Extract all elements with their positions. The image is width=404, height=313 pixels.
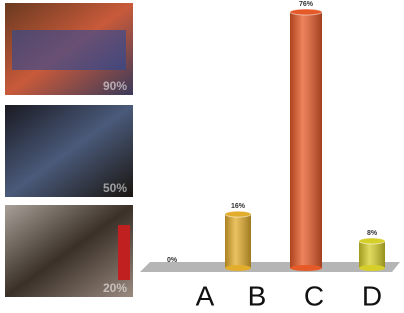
category-label: A bbox=[196, 280, 215, 311]
photo-caption: 50% bbox=[103, 181, 127, 195]
bar-top bbox=[290, 9, 322, 15]
bar-shade bbox=[359, 241, 385, 268]
bar-shade bbox=[225, 214, 251, 268]
photo-detail bbox=[118, 225, 130, 280]
category-label: B bbox=[248, 280, 267, 311]
bar-bottom bbox=[359, 265, 385, 271]
value-label: 8% bbox=[367, 230, 378, 237]
category-label: D bbox=[362, 280, 382, 311]
value-label: 76% bbox=[299, 1, 314, 8]
bar-bottom bbox=[290, 265, 322, 271]
value-label: 16% bbox=[231, 203, 246, 210]
photo-caption: 90% bbox=[103, 79, 127, 93]
bar-top bbox=[225, 211, 251, 217]
bar-top bbox=[359, 238, 385, 244]
value-label: 0% bbox=[167, 257, 178, 264]
photo-detail bbox=[12, 30, 126, 70]
page: 90% 50% 20% 0% A 16% B 76% C 8% D bbox=[0, 0, 404, 313]
category-label: C bbox=[304, 280, 324, 311]
photo-caption: 20% bbox=[103, 281, 127, 295]
bar-shade bbox=[290, 12, 322, 268]
bar-bottom bbox=[225, 265, 251, 271]
photos bbox=[5, 3, 133, 297]
